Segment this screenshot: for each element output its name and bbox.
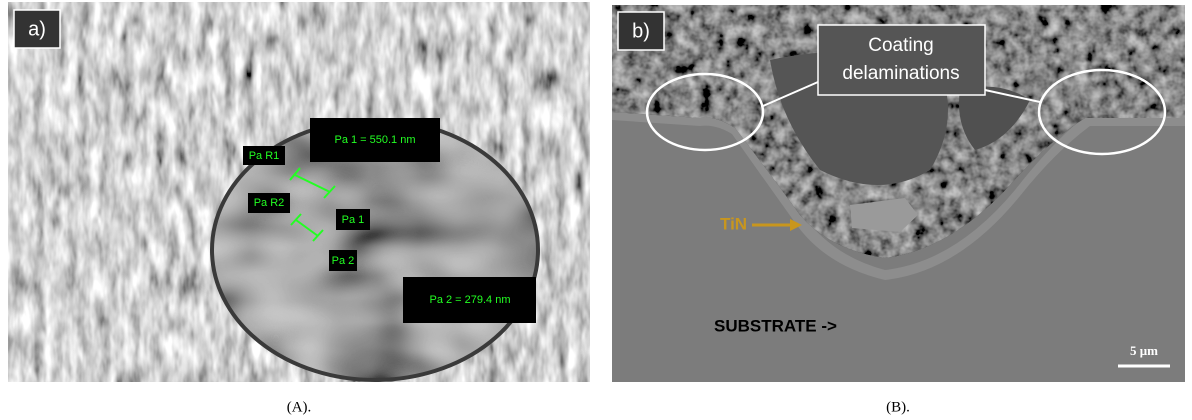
panel-label: a) xyxy=(28,18,46,40)
caption: (A). xyxy=(287,399,312,415)
callout-text: delaminations xyxy=(842,63,959,84)
tin-label: TiN xyxy=(720,214,747,233)
measurement: Pa 1 = 550.1 nm xyxy=(334,134,415,146)
substrate-label: SUBSTRATE -> xyxy=(714,316,837,335)
panel-b: b) Coating delaminations TiN SUBSTRATE -… xyxy=(612,5,1185,415)
annotation: Pa 2 xyxy=(332,255,355,267)
callout-text: Coating xyxy=(868,35,934,56)
annotation: Pa R2 xyxy=(254,197,285,209)
panel-label: b) xyxy=(632,20,650,42)
measurement: Pa 2 = 279.4 nm xyxy=(429,294,510,306)
annotation: Pa R1 xyxy=(249,150,280,162)
annotation: Pa 1 xyxy=(342,214,365,226)
caption: (B). xyxy=(886,399,910,415)
panel-a: a) Pa 1 = 550.1 nm Pa R1 Pa R2 Pa 1 Pa 2… xyxy=(8,2,590,415)
scale-label: 5 μm xyxy=(1130,343,1158,358)
figure: a) Pa 1 = 550.1 nm Pa R1 Pa R2 Pa 1 Pa 2… xyxy=(0,0,1192,420)
